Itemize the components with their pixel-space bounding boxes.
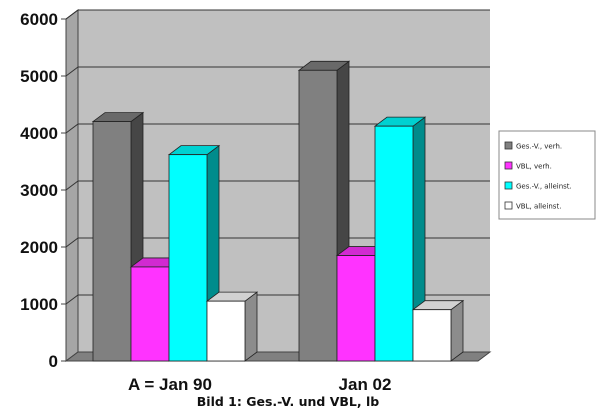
gridline-side — [65, 294, 79, 305]
bar-side — [450, 299, 464, 362]
legend-swatch — [504, 201, 513, 210]
bar-front — [298, 69, 338, 362]
legend: Ges.-V., verh. VBL, verh. Ges.-V., alleins… — [498, 130, 596, 220]
bar — [373, 116, 427, 362]
x-tick-label: Jan 02 — [339, 375, 392, 394]
legend-swatch — [504, 181, 513, 190]
x-tick-label: A = Jan 90 — [128, 375, 212, 394]
y-tick-label: 0 — [49, 352, 58, 371]
y-tick-label: 1000 — [20, 295, 58, 314]
y-tick-label: 5000 — [20, 67, 58, 86]
bar-side — [244, 291, 258, 362]
y-tick-label: 4000 — [20, 124, 58, 143]
bar — [91, 111, 145, 362]
gridline-side — [65, 123, 79, 134]
gridline-side — [65, 180, 79, 191]
y-tick-label: 6000 — [20, 10, 58, 29]
bar-front — [374, 125, 414, 362]
bar-front — [92, 121, 132, 362]
x-axis-ticks: A = Jan 90 Jan 02 — [128, 375, 391, 394]
legend-label: VBL, alleinst. — [516, 203, 561, 211]
chart-caption: Bild 1: Ges.-V. und VBL, lb — [197, 394, 379, 409]
gridline-side — [65, 9, 79, 20]
y-tick-label: 2000 — [20, 238, 58, 257]
bar-front — [130, 266, 170, 362]
bar-front — [206, 300, 246, 362]
bar-front — [336, 255, 376, 362]
y-axis-ticks: 0 1000 2000 3000 4000 5000 6000 — [20, 10, 66, 371]
gridline-side — [65, 66, 79, 77]
legend-label: VBL, verh. — [516, 163, 552, 171]
bar — [411, 299, 465, 362]
legend-swatch — [504, 141, 513, 150]
legend-label: Ges.-V., alleinst. — [516, 183, 572, 191]
bar — [205, 291, 259, 362]
bar-front — [412, 309, 452, 362]
bars — [91, 60, 465, 362]
gridline-side — [65, 237, 79, 248]
bar — [297, 60, 351, 362]
legend-box — [498, 130, 596, 220]
legend-label: Ges.-V., verh. — [516, 143, 562, 151]
bar-front — [168, 154, 208, 362]
y-tick-label: 3000 — [20, 181, 58, 200]
legend-swatch — [504, 161, 513, 170]
